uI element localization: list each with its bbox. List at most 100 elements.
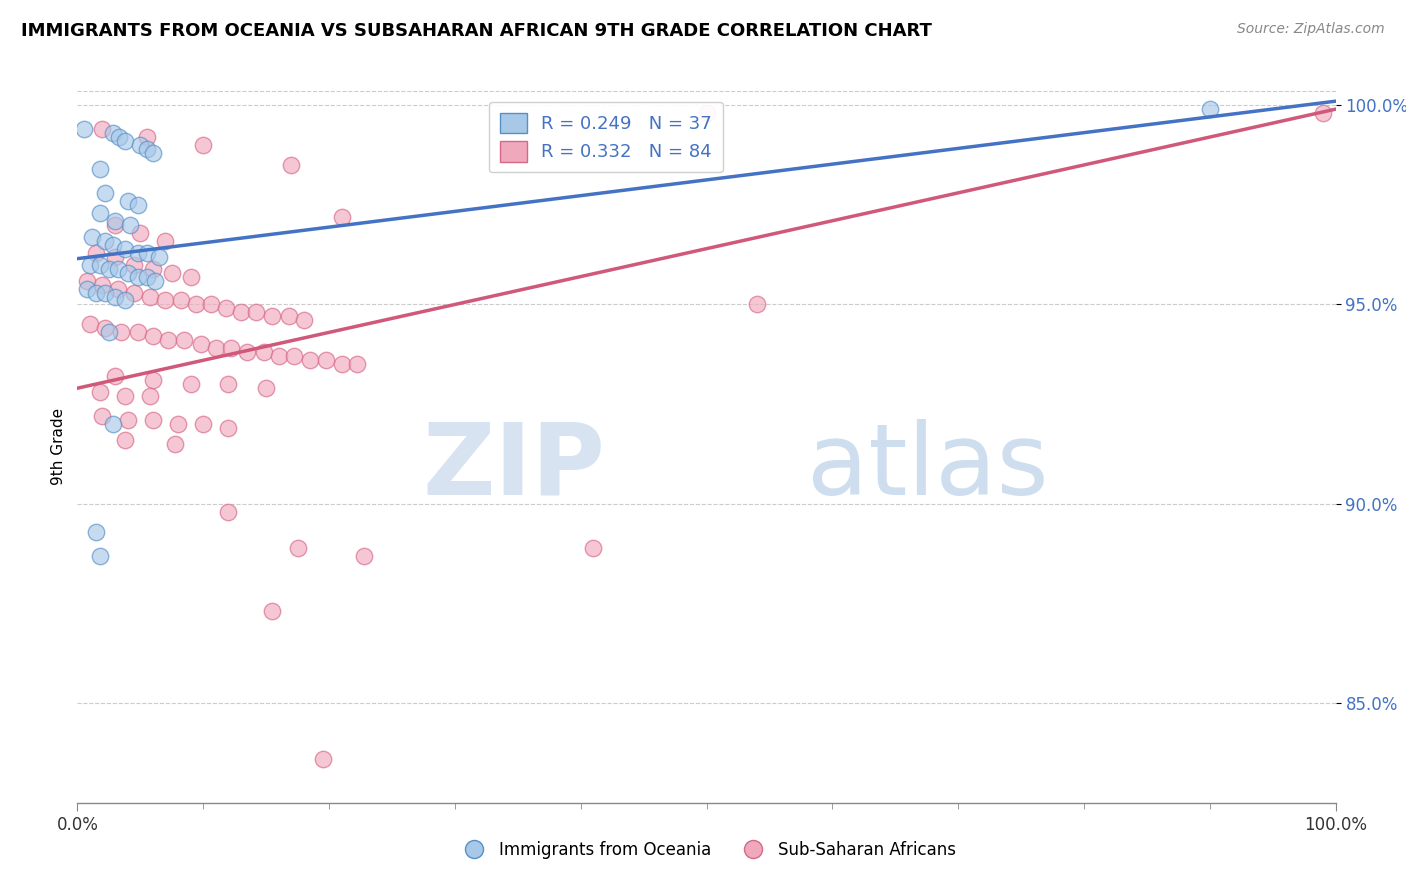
Point [122,258,145,272]
Point [79,318,101,332]
Point [117,266,139,280]
Point [120,218,142,232]
Point [117,194,139,208]
Point [217,505,239,519]
Point [262,604,284,618]
Point [114,433,136,447]
Point [292,313,315,327]
Point [76,281,98,295]
Point [283,349,305,363]
Point [330,210,353,224]
Point [114,242,136,256]
Point [167,417,190,431]
Point [148,250,170,264]
Point [142,373,165,387]
Point [127,269,149,284]
Point [215,301,238,316]
Point [142,146,165,161]
Text: Source: ZipAtlas.com: Source: ZipAtlas.com [1237,22,1385,37]
Point [84,524,107,539]
Point [156,334,179,348]
Point [155,234,177,248]
Point [104,289,127,303]
Point [89,385,111,400]
Point [114,389,136,403]
Point [127,198,149,212]
Point [97,326,120,340]
Point [184,297,207,311]
Legend: Immigrants from Oceania, Sub-Saharan Africans: Immigrants from Oceania, Sub-Saharan Afr… [450,835,963,866]
Point [217,377,239,392]
Point [101,126,124,140]
Point [139,289,162,303]
Point [117,413,139,427]
Point [97,261,120,276]
Point [142,329,165,343]
Point [173,334,195,348]
Point [696,106,718,120]
Point [101,237,124,252]
Point [135,142,157,156]
Point [89,206,111,220]
Point [94,234,117,248]
Point [135,130,157,145]
Point [315,353,337,368]
Point [280,158,302,172]
Point [107,281,129,295]
Point [101,417,124,431]
Point [91,277,114,292]
Point [169,293,191,308]
Point [254,381,277,395]
Point [104,250,127,264]
Point [110,326,132,340]
Point [91,409,114,423]
Point [245,305,267,319]
Point [191,138,215,153]
Point [204,342,226,356]
Point [94,186,117,200]
Point [82,229,104,244]
Point [89,549,111,563]
Point [353,549,375,563]
Point [129,138,152,153]
Point [79,258,101,272]
Point [190,337,212,351]
Y-axis label: 9th Grade: 9th Grade [51,408,66,484]
Point [127,326,149,340]
Point [267,349,290,363]
Point [142,413,165,427]
Point [114,293,136,308]
Point [135,245,157,260]
Point [343,807,366,822]
Point [129,226,152,240]
Point [229,305,252,319]
Point [217,421,239,435]
Point [582,541,605,555]
Point [91,122,114,136]
Point [330,357,353,371]
Point [180,269,202,284]
Point [236,345,259,359]
Point [135,269,157,284]
Point [346,357,368,371]
Point [104,213,127,227]
Point [104,218,127,232]
Point [1198,102,1220,116]
Point [89,258,111,272]
Point [191,417,215,431]
Point [72,122,94,136]
Point [180,377,202,392]
Point [107,261,129,276]
Point [76,274,98,288]
Text: atlas: atlas [807,419,1049,516]
Point [139,389,162,403]
Point [108,130,131,145]
Point [745,297,768,311]
Point [122,285,145,300]
Point [252,345,274,359]
Text: IMMIGRANTS FROM OCEANIA VS SUBSAHARAN AFRICAN 9TH GRADE CORRELATION CHART: IMMIGRANTS FROM OCEANIA VS SUBSAHARAN AF… [21,22,932,40]
Point [312,752,335,766]
Point [104,369,127,384]
Point [89,161,111,176]
Point [165,437,187,451]
